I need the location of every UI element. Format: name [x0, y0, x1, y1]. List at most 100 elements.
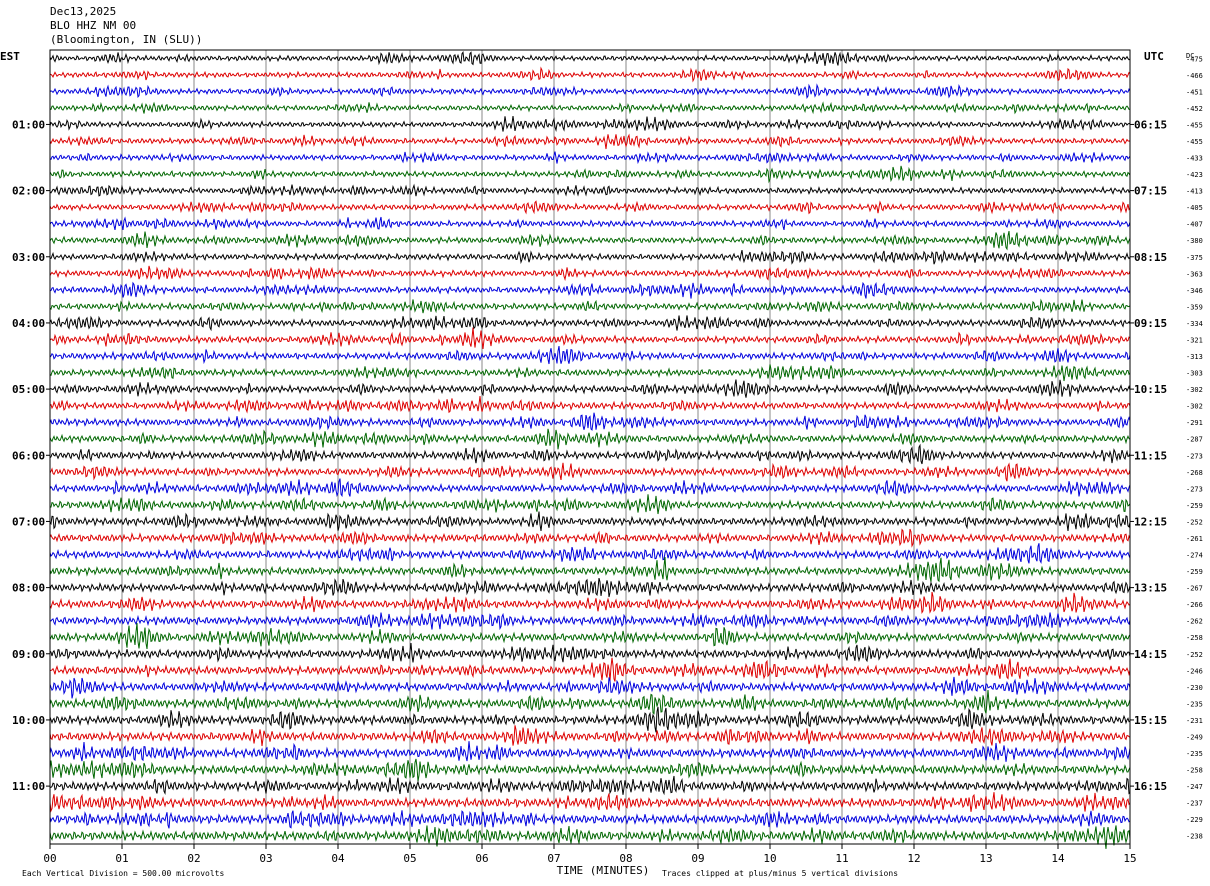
- seismic-trace: [49, 825, 1131, 849]
- plot-frame: [46, 49, 1134, 849]
- seismic-trace: [49, 265, 1131, 282]
- x-tick-label: 13: [979, 852, 992, 865]
- plot-date: Dec13,2025: [50, 5, 117, 18]
- left-hour-label: 10:00: [12, 714, 45, 727]
- dc-offset-value: -261: [1186, 535, 1203, 543]
- dc-offset-value: -252: [1186, 518, 1203, 526]
- seismic-trace: [49, 591, 1131, 615]
- seismic-trace: [49, 622, 1131, 649]
- right-hour-label: 07:15: [1134, 185, 1167, 198]
- vertical-scale-note: Each Vertical Division = 500.00 microvol…: [22, 869, 224, 878]
- right-hour-label: 09:15: [1134, 317, 1167, 330]
- right-hour-label: 10:15: [1134, 383, 1167, 396]
- dc-offset-value: -346: [1186, 287, 1203, 295]
- left-hour-label: 08:00: [12, 582, 45, 595]
- seismic-trace: [49, 66, 1131, 83]
- dc-offset-value: -273: [1186, 485, 1203, 493]
- seismic-trace: [49, 101, 1131, 115]
- left-hour-label: 07:00: [12, 515, 45, 528]
- seismic-trace: [49, 281, 1131, 299]
- dc-column-header: DC: [1186, 52, 1194, 60]
- dc-offset-value: -287: [1186, 436, 1203, 444]
- seismic-trace: [49, 556, 1131, 583]
- left-hour-label: 11:00: [12, 780, 45, 793]
- left-hour-label: 03:00: [12, 251, 45, 264]
- right-timezone-label: UTC: [1144, 50, 1164, 63]
- left-timezone-label: EST: [0, 50, 20, 63]
- dc-offset-value: -455: [1186, 138, 1203, 146]
- left-hour-label: 04:00: [12, 317, 45, 330]
- dc-offset-value: -235: [1186, 750, 1203, 758]
- x-tick-label: 08: [619, 852, 632, 865]
- x-tick-label: 12: [907, 852, 920, 865]
- dc-offset-value: -405: [1186, 204, 1203, 212]
- seismic-trace: [49, 133, 1131, 150]
- seismic-traces: [49, 50, 1131, 849]
- seismic-trace: [49, 379, 1131, 398]
- dc-offset-value: -258: [1186, 634, 1203, 642]
- seismic-trace: [49, 230, 1131, 251]
- seismic-trace: [49, 612, 1131, 631]
- x-tick-label: 04: [331, 852, 345, 865]
- dc-offset-value: -238: [1186, 833, 1203, 841]
- dc-offset-value: -249: [1186, 733, 1203, 741]
- seismic-trace: [49, 298, 1131, 314]
- x-tick-label: 01: [115, 852, 128, 865]
- x-axis-title: TIME (MINUTES): [557, 864, 650, 877]
- right-hour-label: 08:15: [1134, 251, 1167, 264]
- x-tick-label: 15: [1123, 852, 1136, 865]
- seismic-trace: [49, 50, 1131, 66]
- dc-offset-value: -247: [1186, 783, 1203, 791]
- seismic-trace: [49, 543, 1131, 565]
- right-hour-label: 16:15: [1134, 780, 1167, 793]
- seismic-trace: [49, 249, 1131, 265]
- dc-offset-value: -313: [1186, 353, 1203, 361]
- dc-offset-value: -375: [1186, 254, 1203, 262]
- seismic-trace: [49, 83, 1131, 99]
- right-hour-label: 13:15: [1134, 582, 1167, 595]
- dc-offset-value: -321: [1186, 336, 1203, 344]
- dc-offset-value: -267: [1186, 585, 1203, 593]
- dc-offset-value: -252: [1186, 651, 1203, 659]
- dc-offset-value: -237: [1186, 800, 1203, 808]
- dc-offset-value: -363: [1186, 270, 1203, 278]
- dc-offset-value: -259: [1186, 568, 1203, 576]
- seismic-trace: [49, 315, 1131, 332]
- left-hour-label: 06:00: [12, 449, 45, 462]
- right-hour-label: 06:15: [1134, 118, 1167, 131]
- dc-offset-value: -380: [1186, 237, 1203, 245]
- dc-offset-value: -451: [1186, 88, 1203, 96]
- dc-offset-value: -229: [1186, 816, 1203, 824]
- seismic-trace: [49, 792, 1131, 813]
- seismic-trace: [49, 689, 1131, 715]
- dc-offset-value: -466: [1186, 72, 1203, 80]
- dc-offset-value: -235: [1186, 700, 1203, 708]
- dc-offset-value: -230: [1186, 684, 1203, 692]
- seismic-trace: [49, 364, 1131, 382]
- dc-offset-value: -413: [1186, 188, 1203, 196]
- seismic-trace: [49, 775, 1131, 796]
- x-tick-label: 11: [835, 852, 848, 865]
- seismic-trace: [49, 577, 1131, 598]
- x-tick-label: 03: [259, 852, 272, 865]
- seismic-trace: [49, 165, 1131, 184]
- dc-offset-value: -452: [1186, 105, 1203, 113]
- left-hour-label: 02:00: [12, 185, 45, 198]
- dc-offset-value: -407: [1186, 221, 1203, 229]
- seismic-trace: [49, 758, 1131, 782]
- dc-offset-value: -455: [1186, 121, 1203, 129]
- right-hour-label: 14:15: [1134, 648, 1167, 661]
- dc-offset-value: -262: [1186, 618, 1203, 626]
- seismic-trace: [49, 183, 1131, 197]
- right-hour-label: 11:15: [1134, 449, 1167, 462]
- dc-offset-value: -475: [1186, 55, 1203, 63]
- dc-offset-value: -274: [1186, 552, 1203, 560]
- dc-offset-value: -259: [1186, 502, 1203, 510]
- x-tick-label: 06: [475, 852, 488, 865]
- station-code: BLO HHZ NM 00: [50, 19, 137, 32]
- seismic-trace: [49, 396, 1131, 414]
- seismic-trace: [49, 327, 1131, 349]
- dc-offset-value: -231: [1186, 717, 1203, 725]
- seismic-trace: [49, 810, 1131, 829]
